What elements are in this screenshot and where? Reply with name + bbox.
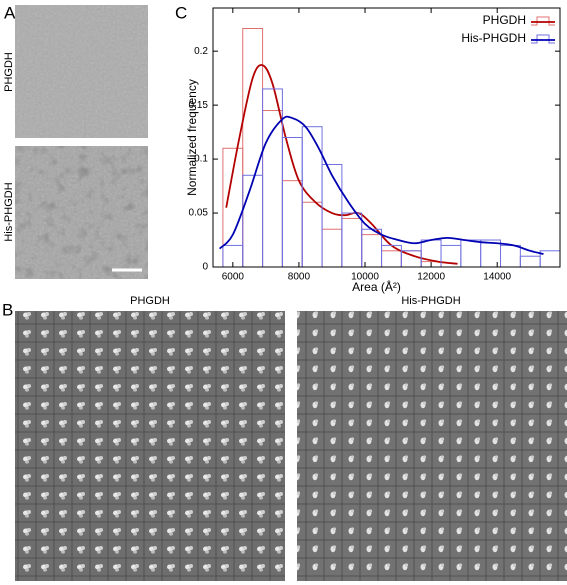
class-averages <box>15 311 285 581</box>
grid-title: PHGDH <box>130 295 170 307</box>
fit-curve <box>218 115 544 255</box>
y-tick-label: 0.2 <box>194 46 208 57</box>
histogram-bar <box>301 201 323 268</box>
legend-swatch <box>531 16 555 26</box>
histogram-bar <box>500 244 521 268</box>
y-tick-label: 0.05 <box>189 208 209 219</box>
y-axis-label: Normalized frequency <box>185 79 199 196</box>
micrograph-particles <box>15 146 148 279</box>
histogram-bar <box>281 137 303 268</box>
panel-label: C <box>175 3 187 22</box>
x-tick-label: 6000 <box>222 272 245 283</box>
image-label: His-PHGDH <box>3 182 15 241</box>
histogram-bar <box>321 228 343 268</box>
plot-frame <box>212 7 561 268</box>
class-averages <box>297 311 567 581</box>
image-label: PHGDH <box>3 52 15 92</box>
y-tick-label: 0 <box>202 262 208 273</box>
histogram-bar <box>222 147 244 268</box>
histogram-bar <box>381 250 402 268</box>
legend-swatch <box>531 34 555 44</box>
panel-a: A PHGDH His-PHGDH <box>3 3 148 279</box>
micrograph-noise <box>15 5 148 138</box>
histogram-bar <box>341 212 363 268</box>
x-tick-label: 8000 <box>288 272 311 283</box>
panel-label: B <box>2 300 13 319</box>
histogram-bar <box>341 217 363 268</box>
x-tick-label: 12000 <box>417 272 445 283</box>
x-axis-label: Area (Å²) <box>352 279 401 294</box>
panel-b: B PHGDH His-PHGDH <box>2 295 567 581</box>
x-tick-label: 14000 <box>483 272 511 283</box>
legend-label: His-PHGDH <box>461 31 526 45</box>
histogram-chart: 0 0.05 0.1 0.15 0.2 6000 8000 10000 12000 14000 Ar… <box>185 7 561 294</box>
histogram-bar <box>262 88 283 268</box>
fit-curve <box>225 64 458 265</box>
panel-label: A <box>4 3 16 22</box>
histogram-bar <box>262 110 283 268</box>
y-tick-label: 0.15 <box>189 100 209 111</box>
legend-label: PHGDH <box>483 13 526 27</box>
histogram-bar <box>242 28 264 268</box>
x-tick-label: 10000 <box>351 272 379 283</box>
y-tick-label: 0.1 <box>194 154 208 165</box>
grid-title: His-PHGDH <box>401 295 460 307</box>
histogram-bar <box>321 163 343 268</box>
histogram-bar <box>242 174 264 268</box>
histogram-bar <box>519 255 541 268</box>
histogram-bar <box>460 239 482 268</box>
histogram-bar <box>281 180 303 268</box>
